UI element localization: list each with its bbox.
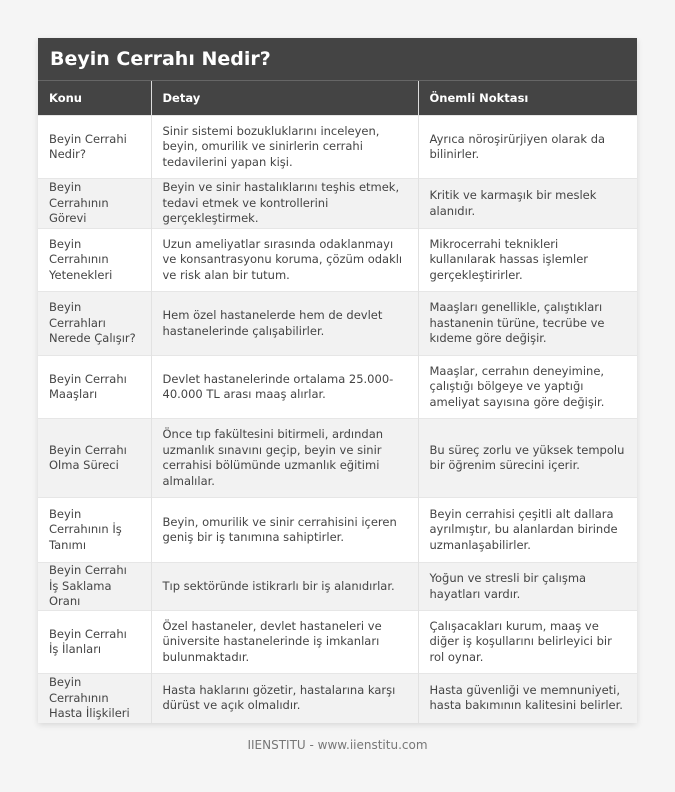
topic-cell: Beyin Cerrahı İş İlanları — [38, 610, 152, 674]
detail-cell: Hem özel hastanelerde hem de devlet hast… — [151, 291, 419, 356]
detail-cell: Sinir sistemi bozukluklarını inceleyen, … — [151, 115, 419, 179]
table-row: Beyin Cerrahının Görevi Beyin ve sinir ha… — [38, 178, 637, 229]
topic-cell: Beyin Cerrahının Yetenekleri — [38, 228, 152, 292]
table-row: Beyin Cerrahi Nedir? Sinir sistemi bozukl… — [38, 115, 637, 179]
key-point-cell: Hasta güvenliği ve memnuniyeti, hasta ba… — [418, 673, 637, 723]
topic-cell: Beyin Cerrahının İş Tanımı — [38, 497, 152, 563]
table-row: Beyin Cerrahının Hasta İlişkileri Hasta h… — [38, 673, 637, 723]
detail-cell: Tıp sektöründe istikrarlı bir iş alanıdı… — [151, 562, 419, 611]
detail-cell: Beyin ve sinir hastalıklarını teşhis etm… — [151, 178, 419, 229]
topic-cell: Beyin Cerrahı Olma Süreci — [38, 418, 152, 498]
table-row: Beyin Cerrahı İş Saklama Oranı Tıp sektör… — [38, 562, 637, 611]
header-detay: Detay — [151, 81, 419, 116]
table-row: Beyin Cerrahı İş İlanları Özel hastaneler… — [38, 610, 637, 674]
info-table: Konu Detay Önemli Noktası Beyin Cerrahi … — [38, 81, 637, 723]
detail-cell: Hasta haklarını gözetir, hastalarına kar… — [151, 673, 419, 723]
key-point-cell: Kritik ve karmaşık bir meslek alanıdır. — [418, 178, 637, 229]
header-row: Konu Detay Önemli Noktası — [38, 81, 637, 116]
footer-credit: IIENSTITU - www.iienstitu.com — [247, 738, 428, 752]
topic-cell: Beyin Cerrahının Hasta İlişkileri — [38, 673, 152, 723]
table-row: Beyin Cerrahları Nerede Çalışır? Hem özel… — [38, 291, 637, 356]
key-point-cell: Yoğun ve stresli bir çalışma hayatları v… — [418, 562, 637, 611]
table-row: Beyin Cerrahı Maaşları Devlet hastaneleri… — [38, 355, 637, 419]
header-konu: Konu — [38, 81, 152, 116]
topic-cell: Beyin Cerrahları Nerede Çalışır? — [38, 291, 152, 356]
detail-cell: Devlet hastanelerinde ortalama 25.000-40… — [151, 355, 419, 419]
detail-cell: Beyin, omurilik ve sinir cerrahisini içe… — [151, 497, 419, 563]
detail-cell: Özel hastaneler, devlet hastaneleri ve ü… — [151, 610, 419, 674]
info-table-card: Beyin Cerrahı Nedir? Konu Detay Önemli N… — [38, 38, 637, 723]
detail-cell: Önce tıp fakültesini bitirmeli, ardından… — [151, 418, 419, 498]
table-row: Beyin Cerrahının İş Tanımı Beyin, omurili… — [38, 497, 637, 563]
key-point-cell: Ayrıca nöroşirürjiyen olarak da bilinirl… — [418, 115, 637, 179]
topic-cell: Beyin Cerrahının Görevi — [38, 178, 152, 229]
key-point-cell: Beyin cerrahisi çeşitli alt dallara ayrı… — [418, 497, 637, 563]
header-onemli-noktasi: Önemli Noktası — [418, 81, 637, 116]
key-point-cell: Mikrocerrahi teknikleri kullanılarak has… — [418, 228, 637, 292]
table-row: Beyin Cerrahının Yetenekleri Uzun ameliya… — [38, 228, 637, 292]
detail-cell: Uzun ameliyatlar sırasında odaklanmayı v… — [151, 228, 419, 292]
topic-cell: Beyin Cerrahi Nedir? — [38, 115, 152, 179]
table-title: Beyin Cerrahı Nedir? — [38, 38, 637, 81]
table-row: Beyin Cerrahı Olma Süreci Önce tıp fakült… — [38, 418, 637, 498]
key-point-cell: Maaşları genellikle, çalıştıkları hastan… — [418, 291, 637, 356]
key-point-cell: Maaşlar, cerrahın deneyimine, çalıştığı … — [418, 355, 637, 419]
key-point-cell: Çalışacakları kurum, maaş ve diğer iş ko… — [418, 610, 637, 674]
topic-cell: Beyin Cerrahı Maaşları — [38, 355, 152, 419]
key-point-cell: Bu süreç zorlu ve yüksek tempolu bir öğr… — [418, 418, 637, 498]
topic-cell: Beyin Cerrahı İş Saklama Oranı — [38, 562, 152, 611]
